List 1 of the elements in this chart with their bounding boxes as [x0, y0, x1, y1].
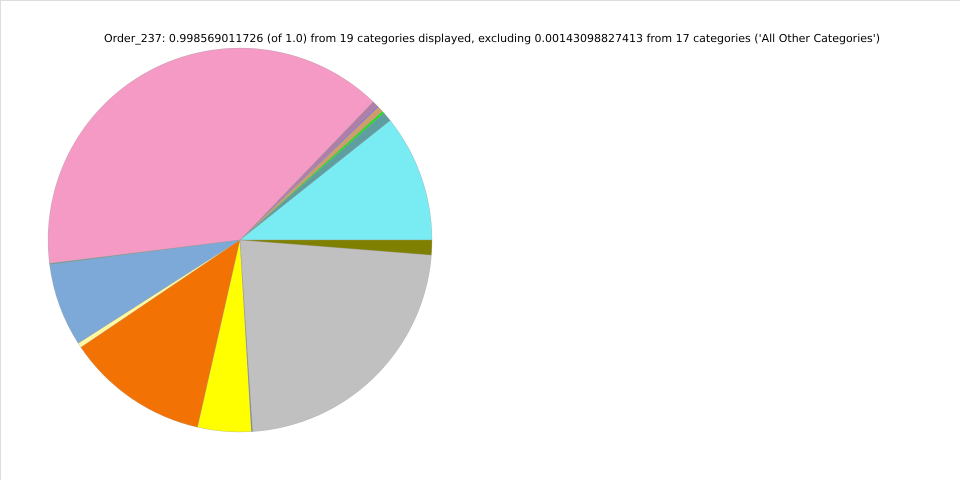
- text: Order_237: 0.998569011726 (of 1.0) from 19 categories displayed, excluding 0.00143098827413 from 17 categories ('All Other Categories'): [104, 32, 880, 45]
